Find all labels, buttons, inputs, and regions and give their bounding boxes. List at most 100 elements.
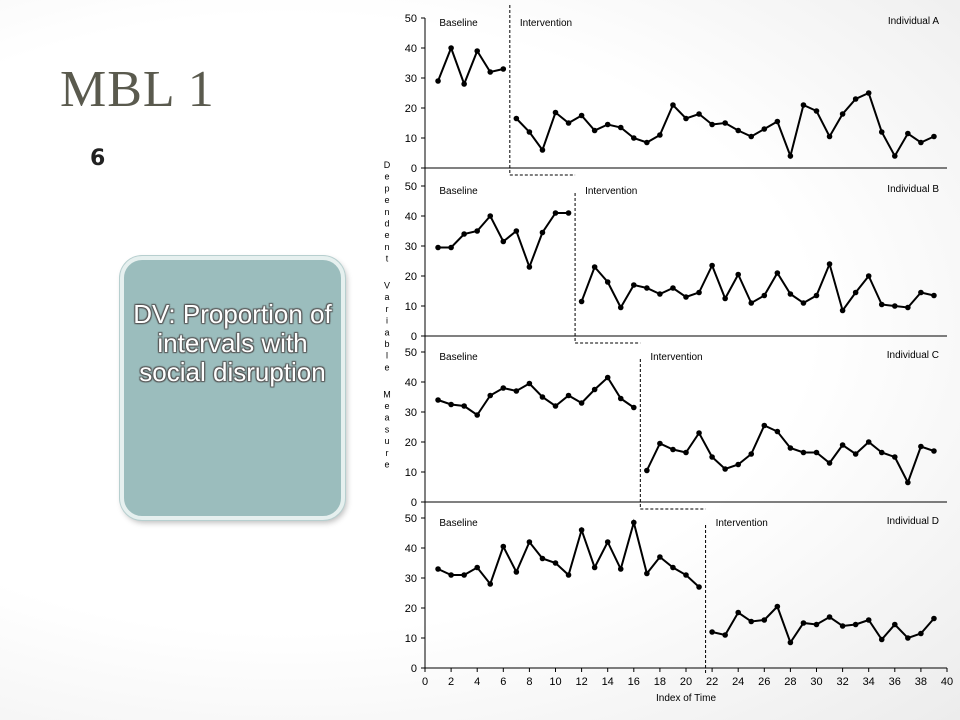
y-tick-label: 0	[411, 331, 417, 343]
baseline-data-point	[487, 581, 494, 587]
intervention-data-point	[748, 133, 755, 140]
baseline-data-point	[448, 401, 454, 408]
intervention-data-point	[905, 130, 911, 137]
intervention-data-point	[709, 629, 715, 635]
y-axis-label-letter: l	[386, 351, 388, 361]
intervention-data-point	[631, 135, 637, 141]
intervention-data-point	[670, 446, 676, 453]
intervention-data-point	[931, 448, 937, 454]
intervention-data-point	[722, 120, 728, 126]
x-tick-label: 4	[474, 676, 480, 688]
phase-label-baseline: Baseline	[439, 18, 478, 29]
x-tick-label: 20	[680, 676, 692, 688]
intervention-data-point	[722, 632, 728, 638]
x-tick-label: 24	[732, 676, 744, 688]
intervention-data-point	[670, 285, 676, 291]
intervention-data-point	[878, 636, 885, 643]
baseline-data-point	[435, 566, 441, 572]
intervention-data-point	[865, 439, 872, 445]
y-axis-label-letter: r	[386, 304, 389, 314]
baseline-data-point	[526, 380, 533, 387]
intervention-data-point	[800, 300, 807, 306]
intervention-data-point	[657, 291, 663, 297]
baseline-data-point	[552, 403, 559, 409]
y-tick-label: 10	[405, 301, 417, 313]
baseline-data-point	[591, 564, 598, 571]
intervention-data-point	[800, 102, 807, 108]
x-tick-label: 12	[575, 676, 587, 688]
baseline-data-point	[513, 228, 520, 234]
y-axis-label-letter: n	[384, 207, 389, 217]
x-tick-label: 18	[654, 676, 666, 688]
y-axis-label-letter: r	[386, 448, 389, 458]
intervention-data-point	[644, 285, 650, 291]
x-tick-label: 30	[810, 676, 822, 688]
intervention-data-point	[892, 621, 898, 628]
intervention-data-point	[878, 449, 885, 456]
intervention-data-point	[826, 133, 833, 140]
x-tick-label: 34	[863, 676, 875, 688]
intervention-data-point	[931, 133, 937, 140]
intervention-data-point	[774, 270, 781, 276]
dv-callout-text: DV: Proportion of intervals with social …	[133, 299, 332, 387]
intervention-data-point	[696, 111, 702, 117]
y-axis-label-letter: a	[384, 327, 389, 337]
intervention-data-point	[604, 121, 611, 128]
intervention-data-point	[826, 261, 833, 267]
intervention-data-point	[918, 443, 924, 450]
intervention-data-point	[761, 422, 768, 429]
intervention-data-point	[905, 479, 911, 486]
y-axis-label-letter: n	[384, 242, 389, 252]
baseline-data-point	[539, 394, 546, 400]
phase-label-baseline: Baseline	[439, 352, 478, 363]
intervention-data-point	[892, 153, 898, 159]
intervention-data-point	[865, 273, 872, 279]
intervention-data-point	[513, 115, 520, 122]
x-axis-label: Index of Time	[656, 693, 716, 704]
intervention-data-point	[774, 118, 781, 125]
baseline-data-point	[617, 395, 624, 402]
y-tick-label: 0	[411, 663, 417, 675]
y-axis-label-letter: V	[384, 281, 390, 291]
y-tick-label: 20	[405, 437, 417, 449]
panel-name-label: Individual C	[887, 350, 939, 361]
y-tick-label: 30	[405, 573, 417, 585]
intervention-data-point	[774, 603, 781, 610]
baseline-data-point	[565, 392, 572, 399]
intervention-data-point	[526, 129, 533, 135]
intervention-data-point	[839, 442, 846, 448]
intervention-data-point	[761, 126, 768, 132]
y-tick-label: 10	[405, 133, 417, 145]
intervention-series-line	[711, 604, 935, 645]
baseline-data-point	[565, 572, 572, 578]
y-axis-label-letter: M	[383, 389, 391, 399]
intervention-data-point	[565, 120, 572, 126]
y-axis-label-letter: p	[384, 183, 389, 193]
intervention-data-point	[839, 623, 846, 629]
baseline-data-point	[435, 78, 441, 84]
baseline-data-point	[487, 392, 494, 399]
intervention-data-point	[800, 449, 807, 456]
baseline-series-line	[437, 45, 504, 87]
intervention-data-point	[905, 304, 911, 311]
baseline-data-point	[539, 229, 546, 236]
intervention-data-point	[813, 621, 820, 628]
baseline-data-point	[448, 244, 454, 251]
intervention-data-point	[657, 132, 663, 138]
intervention-data-point	[696, 289, 702, 296]
baseline-data-point	[578, 400, 585, 406]
intervention-data-point	[735, 609, 741, 616]
baseline-data-point	[604, 539, 611, 545]
baseline-data-point	[578, 527, 585, 533]
y-tick-label: 30	[405, 73, 417, 85]
intervention-data-point	[787, 639, 794, 646]
intervention-data-point	[604, 279, 611, 285]
intervention-data-point	[657, 440, 663, 447]
intervention-data-point	[696, 430, 702, 436]
y-axis-label-letter: e	[384, 195, 389, 205]
intervention-data-point	[774, 428, 781, 435]
intervention-data-point	[735, 127, 741, 134]
intervention-data-point	[787, 291, 794, 297]
